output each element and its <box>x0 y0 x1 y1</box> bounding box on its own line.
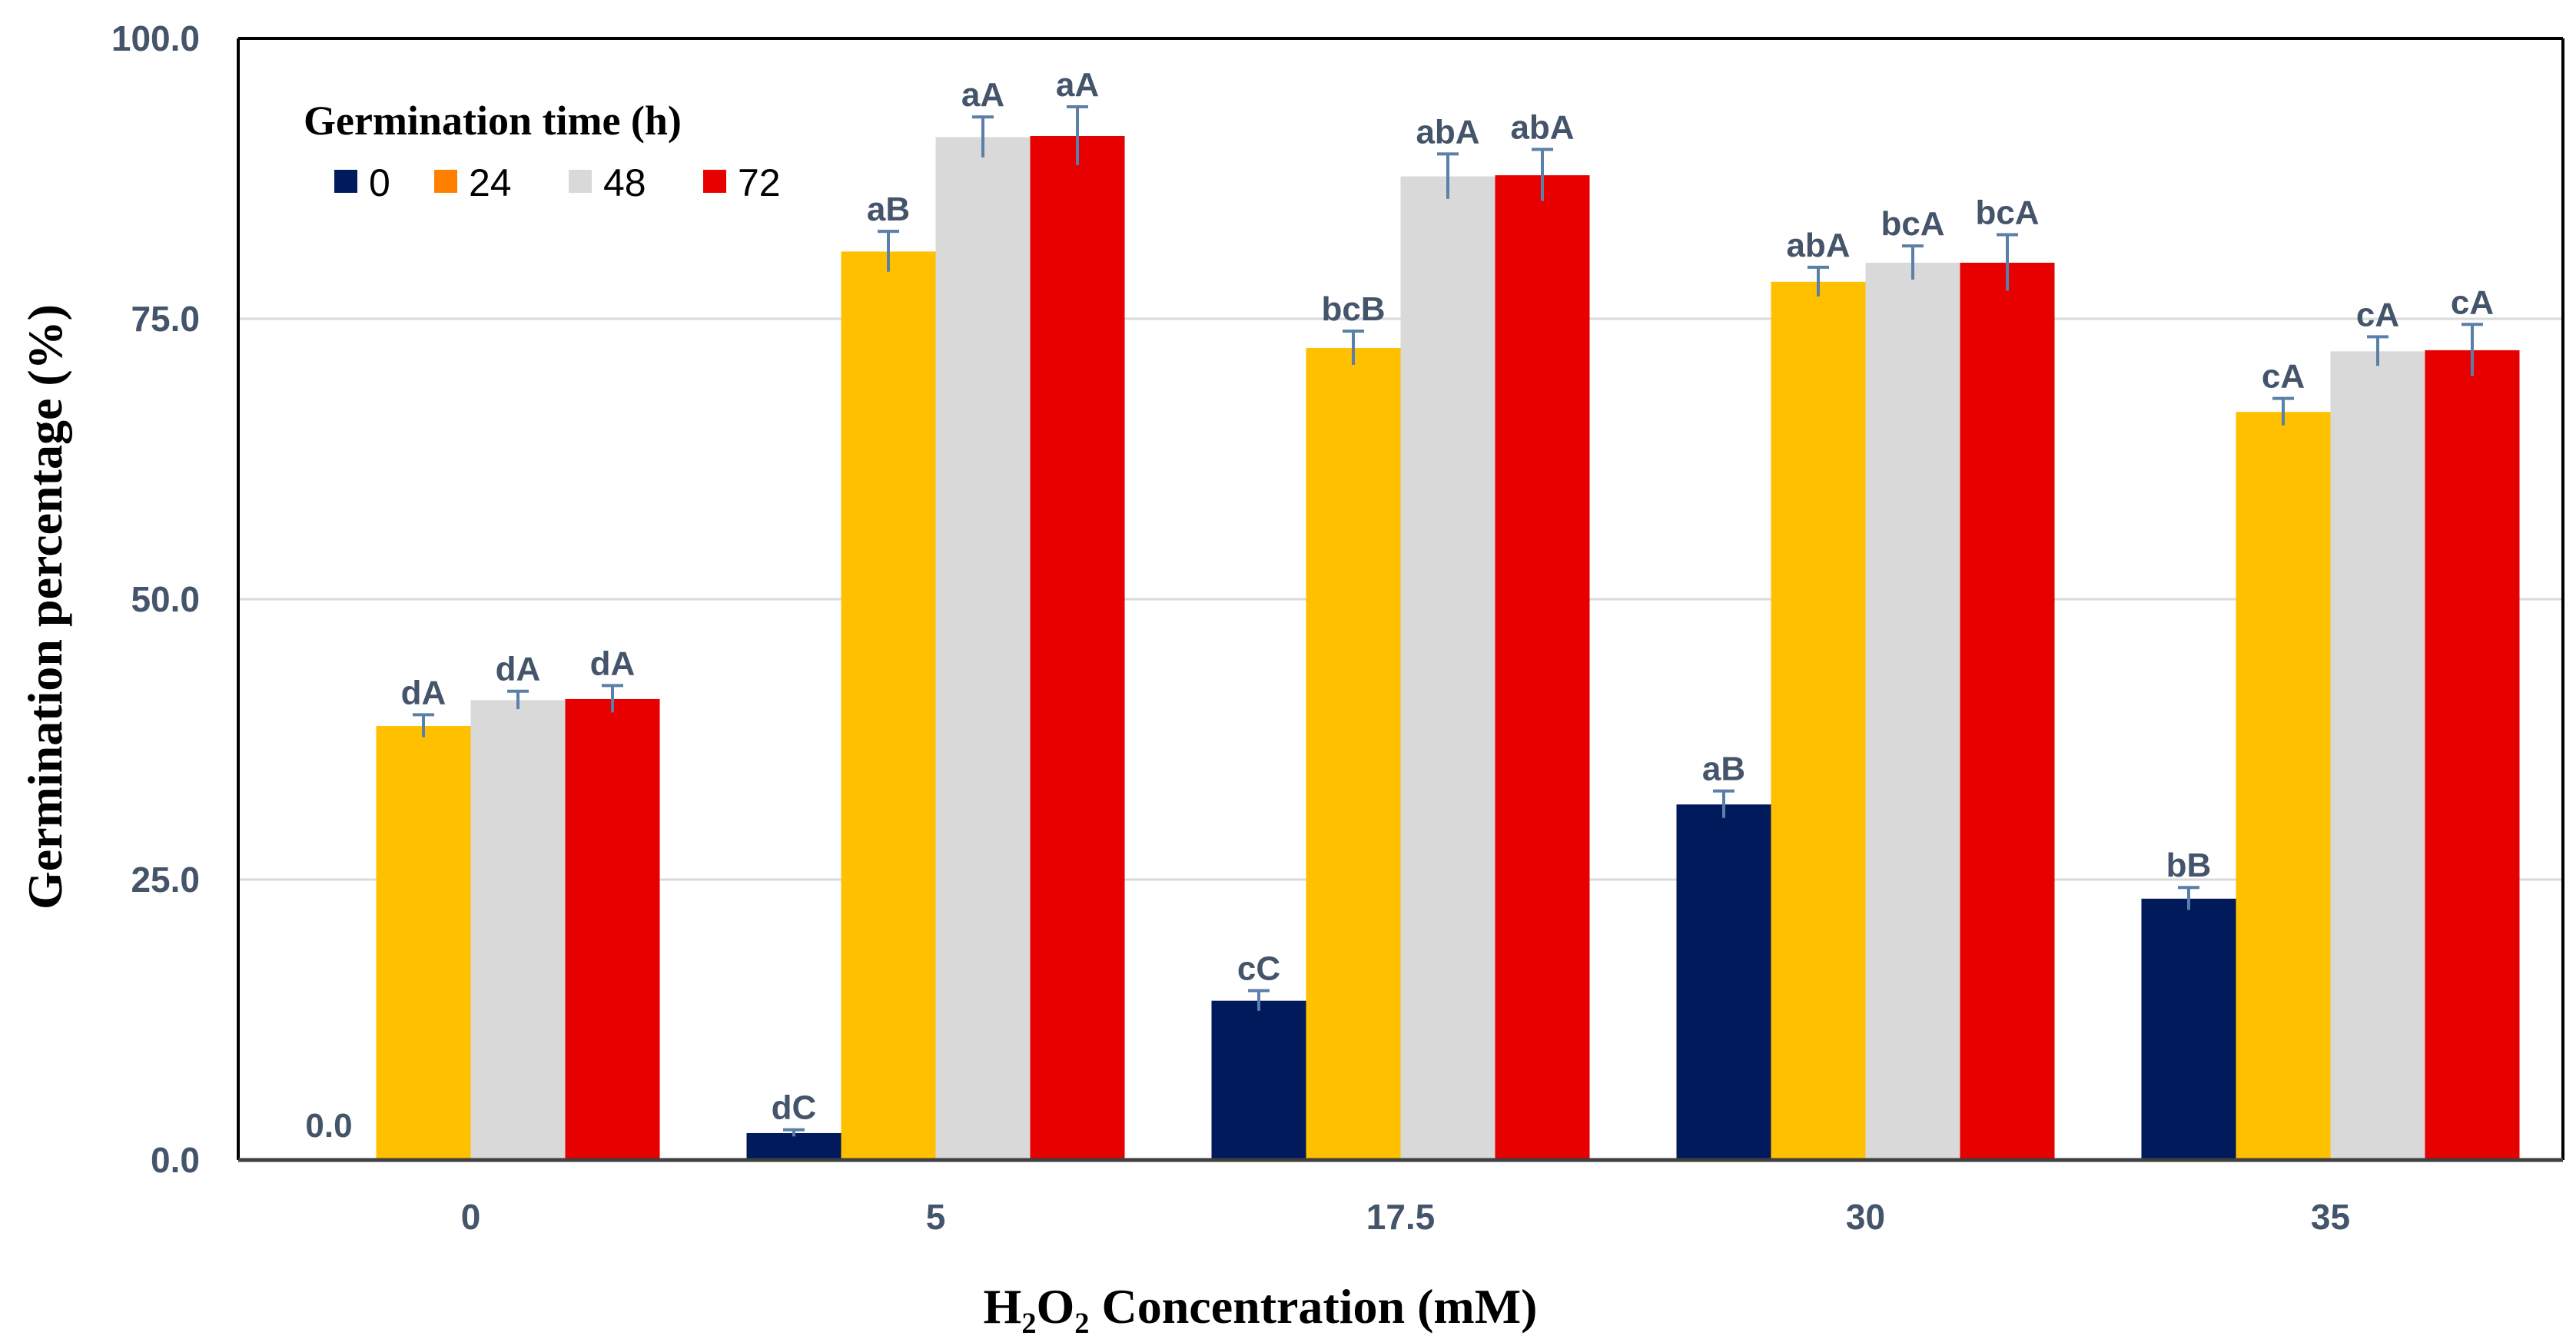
bar <box>841 251 936 1160</box>
legend-title: Germination time (h) <box>304 98 682 144</box>
x-tick-label: 35 <box>2311 1197 2350 1237</box>
bar-data-label: bcA <box>1975 194 2039 232</box>
legend-label: 48 <box>603 161 646 204</box>
bar-data-label: cA <box>2451 283 2494 321</box>
bar-data-label: bcA <box>1881 205 1944 243</box>
bar-data-label: aB <box>1702 751 1745 788</box>
bar <box>1495 175 1590 1160</box>
y-axis-title: Germination percentage (%) <box>18 304 72 910</box>
x-tick-label: 17.5 <box>1366 1197 1436 1237</box>
bar-data-label: 0.0 <box>305 1107 352 1145</box>
bar <box>2425 350 2520 1160</box>
y-tick-label: 75.0 <box>131 299 200 339</box>
bar <box>1400 176 1495 1161</box>
bar <box>470 700 566 1160</box>
bar <box>2330 351 2425 1161</box>
bar <box>2141 898 2236 1160</box>
bar <box>1030 136 1125 1160</box>
bar <box>1865 263 1960 1160</box>
bar <box>376 725 471 1160</box>
x-tick-labels: 0 5 17.5 30 35 <box>461 1197 2350 1237</box>
x-axis-title: H₂O₂ Concentration (mM) <box>984 1279 1538 1334</box>
x-tick-label: 30 <box>1846 1197 1885 1237</box>
y-tick-label: 25.0 <box>131 860 200 900</box>
legend-label: 24 <box>469 161 512 204</box>
bar <box>565 698 660 1160</box>
legend-swatch <box>434 170 457 193</box>
y-tick-label: 50.0 <box>131 579 200 619</box>
bar <box>1960 263 2055 1160</box>
bar <box>746 1132 842 1160</box>
bar-data-label: abA <box>1786 227 1850 264</box>
bar <box>935 137 1031 1161</box>
bar <box>2236 412 2331 1160</box>
axes <box>237 37 2564 1162</box>
bar-data-label: dC <box>772 1089 817 1127</box>
legend-label: 0 <box>369 161 390 204</box>
bar-data-label: dA <box>496 651 541 688</box>
bar <box>1676 804 1771 1160</box>
y-tick-labels: 0.0 25.0 50.0 75.0 100.0 <box>111 18 200 1180</box>
bar-data-label: aB <box>867 191 910 228</box>
legend-swatch <box>334 170 357 193</box>
bar-data-label: bB <box>2166 847 2212 884</box>
legend-swatch <box>569 170 592 193</box>
x-tick-label: 0 <box>461 1197 481 1237</box>
bar-data-label: cA <box>2356 296 2399 333</box>
bar-labels: 0.0 dA dA dA dC aB aA aA cC bcB abA abA aB abA bcA bcA b… <box>305 66 2494 1145</box>
bar-data-label: abA <box>1510 109 1574 147</box>
y-tick-label: 0.0 <box>151 1140 200 1180</box>
bar-data-label: aA <box>1056 66 1099 104</box>
bar-data-label: cC <box>1237 950 1280 988</box>
bar-data-label: abA <box>1416 113 1479 151</box>
y-tick-label: 100.0 <box>111 18 200 58</box>
bar <box>1771 281 1866 1160</box>
bar-data-label: bcB <box>1321 290 1385 328</box>
bar-data-label: aA <box>961 76 1004 114</box>
error-bars <box>413 105 2483 1137</box>
x-tick-label: 5 <box>926 1197 946 1237</box>
bar-data-label: dA <box>590 645 636 682</box>
legend: Germination time (h) 0 24 48 72 <box>304 98 781 204</box>
legend-label: 72 <box>738 161 781 204</box>
legend-swatch <box>703 170 726 193</box>
bar-data-label: dA <box>401 674 446 711</box>
bars <box>376 136 2520 1161</box>
bar <box>1306 347 1401 1161</box>
bar <box>1211 1000 1306 1160</box>
bar-data-label: cA <box>2262 358 2305 396</box>
